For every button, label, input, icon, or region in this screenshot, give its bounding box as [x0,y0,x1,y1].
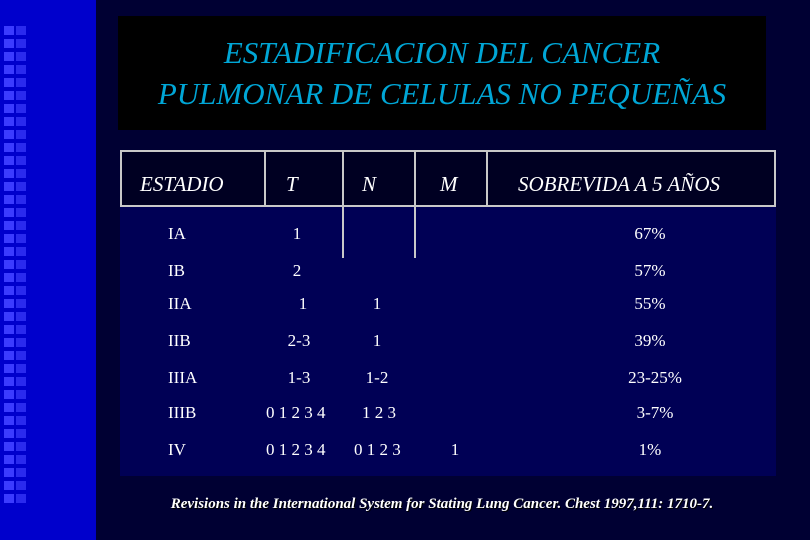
column-divider [774,150,776,206]
row-estadio: IIA [168,294,192,313]
column-divider [342,215,344,258]
row-t: 1-3 [287,368,311,387]
row-survival: 39% [634,331,666,350]
header-survival: SOBREVIDA A 5 AÑOS [518,172,721,196]
row-n: 1 [372,331,382,350]
header-t: T [286,172,298,196]
slide-title: ESTADIFICACION DEL CANCER PULMONAR DE CE… [118,32,766,114]
row-n: 1 [372,294,382,313]
row-m: 1 [450,440,460,459]
row-estadio: IIIA [168,368,198,387]
table-header-band [120,150,776,206]
row-estadio: IB [168,261,185,280]
row-n: 1-2 [365,368,389,387]
row-t: 2-3 [287,331,311,350]
row-t: 2 [292,261,302,280]
row-survival: 1% [638,440,662,459]
row-survival: 57% [634,261,666,280]
table-top-border [120,150,776,152]
row-t: 1 [298,294,308,313]
title-box [118,16,766,130]
header-n: N [362,172,377,196]
row-estadio: IA [168,224,186,243]
citation: Revisions in the International System fo… [170,496,714,512]
title-line-2: PULMONAR DE CELULAS NO PEQUEÑAS [157,76,727,111]
column-divider [264,150,266,206]
left-decorative-bar [0,0,96,540]
column-divider [414,150,416,258]
row-estadio: IIB [168,331,191,350]
header-m: M [440,172,458,196]
row-n: 0 1 2 3 [354,440,401,459]
row-estadio: IV [168,440,186,459]
row-t: 0 1 2 3 4 [266,440,326,459]
row-estadio: IIIB [168,403,197,422]
column-divider [486,150,488,206]
row-survival: 3-7% [636,403,674,422]
row-survival: 23-25% [628,368,682,387]
column-divider [120,150,122,206]
row-survival: 67% [634,224,666,243]
title-line-1: ESTADIFICACION DEL CANCER [223,35,661,70]
row-survival: 55% [634,294,666,313]
header-estadio: ESTADIO [140,172,224,196]
row-t: 0 1 2 3 4 [266,403,326,422]
column-divider [342,150,344,258]
decorative-squares [16,26,36,506]
header-divider [120,205,776,207]
row-t: 1 [292,224,302,243]
row-n: 1 2 3 [362,403,396,422]
